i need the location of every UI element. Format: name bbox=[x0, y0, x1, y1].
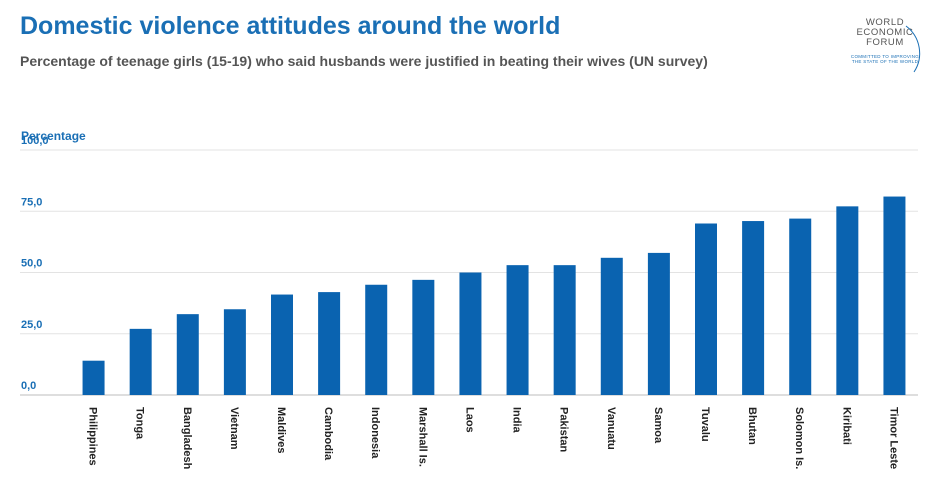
bar bbox=[742, 221, 765, 395]
logo-line-2: ECONOMIC bbox=[856, 27, 914, 38]
bar bbox=[129, 328, 152, 395]
bar bbox=[271, 294, 293, 395]
x-tick-label: Kiribati bbox=[840, 407, 852, 445]
y-axis-label: Percentage bbox=[21, 129, 86, 143]
x-tick-label: Timor Leste bbox=[887, 407, 899, 469]
bar bbox=[82, 360, 105, 395]
x-tick-label: Vanuatu bbox=[605, 407, 617, 450]
y-tick-label: 75,0 bbox=[21, 196, 42, 208]
bar bbox=[506, 265, 529, 395]
bar bbox=[459, 272, 482, 395]
x-tick-label: Tonga bbox=[134, 407, 146, 440]
bar bbox=[789, 218, 812, 395]
bar bbox=[223, 309, 246, 395]
y-tick-label: 100,0 bbox=[21, 135, 49, 147]
logo-line-3: FORUM bbox=[866, 37, 904, 48]
logo-tagline: COMMITTED TO IMPROVING THE STATE OF THE … bbox=[850, 54, 920, 64]
x-tick-label: Indonesia bbox=[369, 407, 381, 459]
x-tick-label: Marshall Is. bbox=[416, 407, 428, 467]
x-tick-label: Bhutan bbox=[746, 407, 758, 445]
y-tick-label: 0,0 bbox=[21, 380, 36, 392]
x-tick-label: India bbox=[511, 407, 523, 434]
bar bbox=[836, 206, 859, 395]
x-tick-label: Solomon Is. bbox=[793, 407, 805, 469]
y-tick-label: 25,0 bbox=[21, 319, 42, 331]
x-tick-label: Maldives bbox=[275, 407, 287, 453]
bar bbox=[600, 257, 623, 395]
chart-title: Domestic violence attitudes around the w… bbox=[20, 12, 561, 40]
bar bbox=[412, 279, 435, 395]
x-tick-label: Laos bbox=[463, 407, 475, 433]
wef-logo: WORLD ECONOMIC FORUM COMMITTED TO IMPROV… bbox=[848, 18, 922, 88]
x-tick-label: Pakistan bbox=[558, 407, 570, 453]
x-tick-label: Bangladesh bbox=[181, 407, 193, 470]
chart-subtitle: Percentage of teenage girls (15-19) who … bbox=[20, 53, 708, 69]
logo-line-1: WORLD bbox=[865, 17, 905, 28]
bar bbox=[176, 314, 199, 395]
bar bbox=[647, 252, 670, 395]
x-tick-label: Vietnam bbox=[228, 407, 240, 450]
bar bbox=[553, 265, 576, 395]
logo-arc-icon bbox=[905, 25, 921, 73]
x-tick-label: Samoa bbox=[652, 407, 664, 444]
x-tick-label: Tuvalu bbox=[699, 407, 711, 442]
y-tick-label: 50,0 bbox=[21, 258, 42, 270]
bar bbox=[365, 284, 388, 395]
bar bbox=[695, 223, 717, 395]
x-tick-label: Philippines bbox=[87, 407, 99, 466]
bar bbox=[883, 196, 906, 395]
bar bbox=[318, 292, 341, 395]
x-tick-label: Cambodia bbox=[322, 407, 334, 461]
